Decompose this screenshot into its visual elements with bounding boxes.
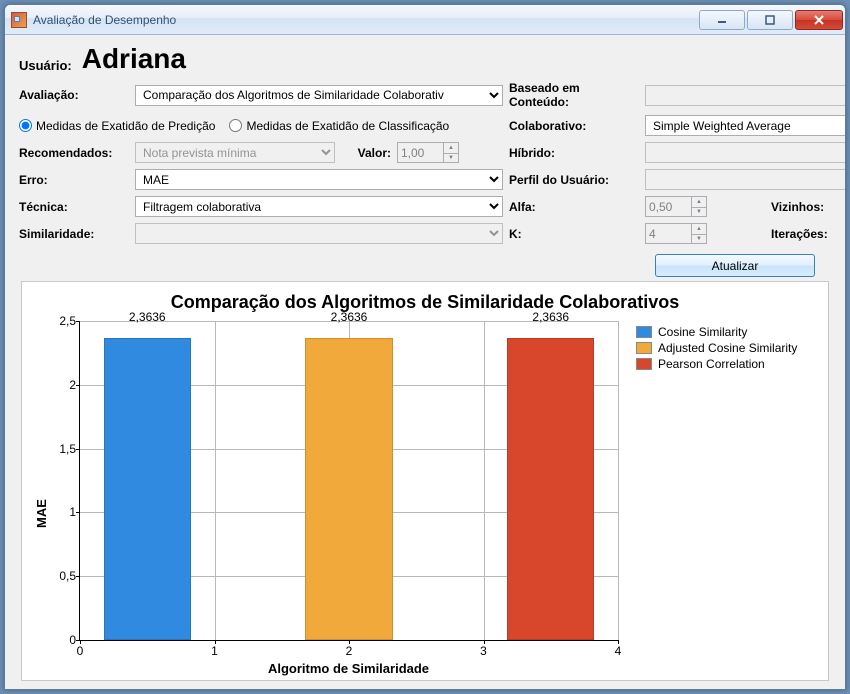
user-label: Usuário: [19,58,72,73]
label-recomendados: Recomendados: [19,146,129,160]
bar-value-label: 2,3636 [532,310,569,324]
minimize-button[interactable] [699,10,745,30]
label-colaborativo: Colaborativo: [509,119,639,133]
spin-up-icon[interactable]: ▲ [691,223,707,234]
select-avaliacao[interactable]: Comparação dos Algoritmos de Similaridad… [135,85,503,106]
app-icon [11,12,27,28]
bar-value-label: 2,3636 [129,310,166,324]
label-valor: Valor: [341,146,391,160]
input-k[interactable] [645,223,691,244]
xtick-label: 4 [615,644,622,658]
radio-predicao-input[interactable] [19,119,32,132]
select-recomendados[interactable]: Nota prevista mínima [135,142,335,163]
label-alfa: Alfa: [509,200,639,214]
xtick-label: 1 [211,644,218,658]
label-perfil-usuario: Perfil do Usuário: [509,173,639,187]
chart-ylabel: MAE [32,321,49,676]
chart-bar [104,338,191,640]
input-valor[interactable] [397,142,443,163]
radio-classificacao-input[interactable] [229,119,242,132]
xtick-label: 2 [346,644,353,658]
legend-item: Cosine Similarity [636,325,818,339]
ytick-label: 1,5 [50,442,76,456]
label-vizinhos: Vizinhos: [771,200,845,214]
legend-swatch [636,358,652,370]
spin-up-icon[interactable]: ▲ [691,196,707,207]
spin-down-icon[interactable]: ▼ [443,153,459,164]
user-name: Adriana [82,45,186,73]
spin-down-icon[interactable]: ▼ [691,207,707,218]
legend-label: Pearson Correlation [658,357,765,371]
window-title: Avaliação de Desempenho [33,13,176,27]
select-colaborativo[interactable]: Simple Weighted Average [645,115,845,136]
spinner-valor[interactable]: ▲▼ [397,142,503,163]
ytick-label: 2,5 [50,314,76,328]
spinner-alfa[interactable]: ▲▼ [645,196,765,217]
client-area: Usuário: Adriana Avaliação: Comparação d… [5,35,845,689]
chart-bar [507,338,594,640]
titlebar: Avaliação de Desempenho [5,5,845,35]
maximize-button[interactable] [747,10,793,30]
close-button[interactable] [795,10,843,30]
ytick-label: 0 [50,633,76,647]
spin-down-icon[interactable]: ▼ [691,234,707,245]
label-avaliacao: Avaliação: [19,88,129,102]
chart-plot-area: 00,511,522,5012342,36362,36362,3636 [79,321,618,641]
app-window: Avaliação de Desempenho Usuário: Adriana… [4,4,846,690]
xtick-label: 3 [480,644,487,658]
label-hibrido: Híbrido: [509,146,639,160]
atualizar-button[interactable]: Atualizar [655,254,815,277]
label-tecnica: Técnica: [19,200,129,214]
label-k: K: [509,227,639,241]
xtick-label: 0 [77,644,84,658]
form-grid: Avaliação: Comparação dos Algoritmos de … [19,81,831,244]
label-similaridade: Similaridade: [19,227,129,241]
radio-classificacao[interactable]: Medidas de Exatidão de Classificação [229,119,449,133]
select-hibrido[interactable] [645,142,845,163]
select-erro[interactable]: MAE [135,169,503,190]
label-baseado-conteudo: Baseado em Conteúdo: [509,81,639,109]
select-perfil-usuario[interactable] [645,169,845,190]
ytick-label: 1 [50,505,76,519]
radio-predicao[interactable]: Medidas de Exatidão de Predição [19,119,215,133]
chart-bar [305,338,392,640]
legend-label: Cosine Similarity [658,325,747,339]
legend-item: Adjusted Cosine Similarity [636,341,818,355]
spin-up-icon[interactable]: ▲ [443,142,459,153]
legend-swatch [636,342,652,354]
select-similaridade[interactable] [135,223,503,244]
label-erro: Erro: [19,173,129,187]
ytick-label: 2 [50,378,76,392]
bar-value-label: 2,3636 [331,310,368,324]
chart-panel: Comparação dos Algoritmos de Similaridad… [21,281,829,681]
label-iteracoes: Iterações: [771,227,845,241]
spinner-k[interactable]: ▲▼ [645,223,765,244]
input-alfa[interactable] [645,196,691,217]
chart-legend: Cosine Similarity Adjusted Cosine Similar… [618,321,818,676]
legend-swatch [636,326,652,338]
legend-item: Pearson Correlation [636,357,818,371]
select-baseado-conteudo[interactable] [645,85,845,106]
legend-label: Adjusted Cosine Similarity [658,341,797,355]
select-tecnica[interactable]: Filtragem colaborativa [135,196,503,217]
ytick-label: 0,5 [50,569,76,583]
